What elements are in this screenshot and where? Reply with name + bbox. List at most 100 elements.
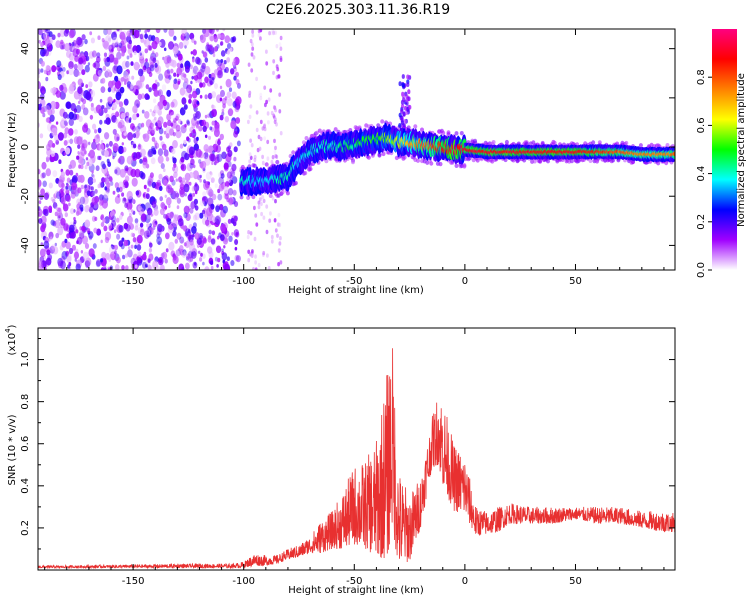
spectrogram-cell (73, 219, 77, 225)
spectrogram-cell (402, 112, 406, 117)
spectrogram-cell (100, 139, 104, 144)
spectrogram-cell (211, 161, 214, 165)
spectrogram-cell (209, 35, 214, 42)
spectrogram-cell (59, 189, 64, 195)
spectrogram-cell (143, 39, 147, 45)
spectrogram-cell (188, 146, 195, 156)
spectrogram-cell (250, 42, 254, 47)
spectrogram-cell (135, 256, 142, 265)
spectrogram-cell (40, 93, 45, 100)
spectrogram-cell (179, 87, 186, 96)
spectrogram-cell (176, 67, 183, 76)
spectrogram-cell (175, 129, 182, 139)
spectrogram-cell (38, 68, 41, 75)
spectrogram-cell (133, 29, 140, 39)
spectrogram-cell (233, 146, 238, 153)
spectrogram-cell (269, 88, 273, 93)
spectrogram-cell (261, 194, 264, 200)
spectrogram-cell (188, 181, 192, 186)
spectrogram-cell (277, 74, 281, 79)
spectrogram-cell (177, 80, 181, 85)
spectrogram-cell (210, 153, 216, 162)
spectrogram-cell (67, 253, 72, 261)
spectrogram-cell (265, 229, 269, 235)
spectrogram-cell (258, 146, 262, 151)
spectrogram-cell (127, 132, 134, 141)
spectrogram-cell (108, 140, 113, 147)
spectrogram-cell (248, 152, 252, 157)
spectrogram-cell (188, 98, 192, 104)
spectrogram-cell (70, 191, 76, 199)
spectrogram-cell (144, 61, 150, 69)
spectrogram-cell (211, 77, 215, 81)
spectrogram-cell (251, 33, 255, 38)
spectrogram-cell (250, 143, 254, 148)
spectrogram-cell (266, 111, 270, 116)
spectrogram-cell (84, 243, 90, 249)
spectrogram-cell (70, 208, 75, 215)
spectrogram-cell (120, 112, 126, 120)
svg-text:(x104): (x104) (4, 324, 18, 355)
spectrogram-cell (181, 177, 186, 183)
spectrogram-cell (208, 191, 213, 197)
spectrogram-cell (231, 176, 238, 184)
spectrogram-cell (113, 57, 119, 65)
spectrogram-cell (132, 237, 137, 243)
spectrogram-cell (170, 122, 174, 127)
spectrogram-cell (199, 119, 202, 124)
spectrogram-cell (124, 202, 128, 209)
spectrogram-cell (175, 124, 181, 132)
spectrogram-cell (172, 255, 179, 265)
spectrogram-cell (105, 252, 111, 260)
spectrogram-cell (98, 143, 105, 152)
spectrogram-cell (151, 136, 156, 142)
spectrogram-cell (229, 47, 233, 52)
spectrogram-cell (200, 160, 207, 170)
spectrogram-cell (203, 152, 209, 160)
spectrogram-cell (204, 65, 211, 75)
spectrogram-cell (220, 223, 226, 232)
spectrogram-cell (154, 184, 158, 189)
spectrogram-cell (38, 218, 43, 224)
spectrogram-cell (406, 74, 410, 80)
spectrogram-cell (89, 191, 94, 197)
spectrogram-cell (183, 205, 190, 215)
spectrogram-cell (189, 207, 194, 214)
spectrogram-cell (127, 47, 133, 55)
spectrogram-cell (170, 68, 174, 74)
spectrogram-cell (128, 32, 131, 37)
spectrogram-cell (121, 142, 125, 146)
spectrogram-cell (207, 92, 213, 100)
spectrogram-cell (235, 231, 240, 238)
spectrogram-cell (126, 190, 133, 200)
spectrogram-cell (159, 196, 163, 202)
spectrogram-cell (195, 56, 201, 65)
spectrogram-cell (56, 60, 62, 68)
spectrogram-cell (251, 249, 254, 254)
spectrogram-cell (38, 260, 43, 266)
spectrogram-cell (79, 174, 85, 183)
spectrogram-cell (154, 62, 158, 68)
spectrogram-cell (184, 152, 190, 161)
spectrogram-cell (203, 29, 210, 38)
spectrogram-cell (656, 161, 661, 166)
spectrogram-cell (54, 219, 61, 229)
spectrogram-cell (178, 176, 183, 183)
spectrogram-cell (88, 149, 95, 159)
spectrogram-cell (268, 218, 272, 223)
spectrogram-cell (134, 168, 141, 178)
spectrogram-cell (68, 52, 75, 61)
spectrogram-cell (69, 159, 76, 169)
spectrogram-cell (179, 189, 186, 198)
spectrogram-cell (146, 187, 150, 193)
spectrogram-cell (110, 85, 117, 93)
spectrogram-cell (106, 158, 110, 164)
spectrogram-cell (235, 103, 241, 110)
spectrogram-cell (214, 46, 218, 52)
spectrogram-cell (104, 186, 108, 191)
spectrogram-cell (105, 143, 109, 148)
spectrogram-cell (263, 123, 266, 128)
spectrogram-cell (168, 212, 173, 219)
spectrogram-cell (163, 179, 168, 186)
